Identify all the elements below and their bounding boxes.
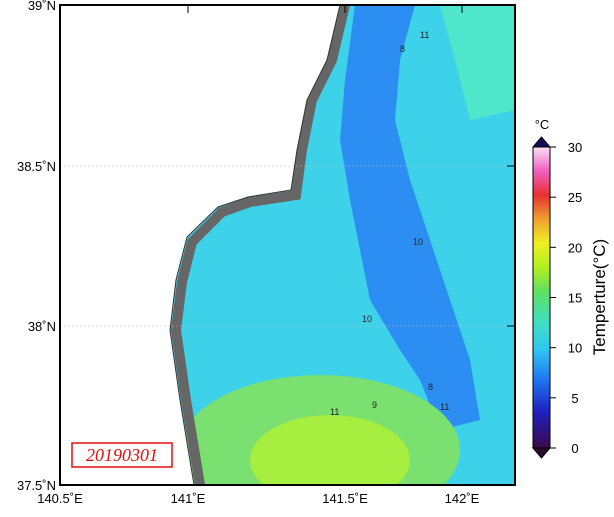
- date-label: 20190301: [86, 445, 158, 465]
- land: [60, 5, 341, 485]
- colorbar-unit: °C: [535, 117, 550, 132]
- colorbar-tick-label: 30: [568, 140, 582, 155]
- contour-label: 8: [428, 382, 433, 392]
- colorbar-tick-label: 20: [568, 240, 582, 255]
- contour-label: 10: [413, 237, 423, 247]
- contour-label: 11: [420, 30, 429, 40]
- colorbar-tick-label: 25: [568, 190, 582, 205]
- colorbar-title: Temperture(°C): [590, 239, 609, 355]
- colorbar-tick-label: 5: [571, 391, 578, 406]
- cold-current: [340, 5, 480, 430]
- coast: [170, 5, 350, 485]
- colorbar-tick-label: 0: [571, 441, 578, 456]
- colorbar-max-arrow: [531, 136, 552, 148]
- contour-label: 9: [372, 400, 377, 410]
- colorbar-tick-label: 15: [568, 291, 582, 306]
- lon-tick-label: 140.5˚E: [37, 491, 83, 506]
- lon-tick-label: 141˚E: [171, 491, 206, 506]
- map-area: [60, 5, 515, 485]
- colorbar: [532, 146, 551, 449]
- colorbar-min-arrow: [531, 447, 552, 459]
- contour-label: 11: [330, 407, 339, 417]
- colorbar-tick-label: 10: [568, 341, 582, 356]
- date-box: [71, 442, 173, 468]
- lat-tick-label: 38˚N: [28, 319, 56, 334]
- lat-tick-label: 39˚N: [28, 0, 56, 13]
- warm-offshore: [440, 5, 515, 120]
- lon-tick-label: 142˚E: [445, 491, 480, 506]
- warm-core: [250, 415, 410, 485]
- lat-tick-label: 38.5˚N: [17, 159, 56, 174]
- lon-tick-label: 141.5˚E: [322, 491, 368, 506]
- contour-label: 8: [400, 44, 405, 54]
- map-frame: [59, 4, 516, 486]
- contour-label: 10: [362, 314, 372, 324]
- lat-tick-label: 37.5˚N: [17, 478, 56, 493]
- contour-label: 11: [440, 402, 449, 412]
